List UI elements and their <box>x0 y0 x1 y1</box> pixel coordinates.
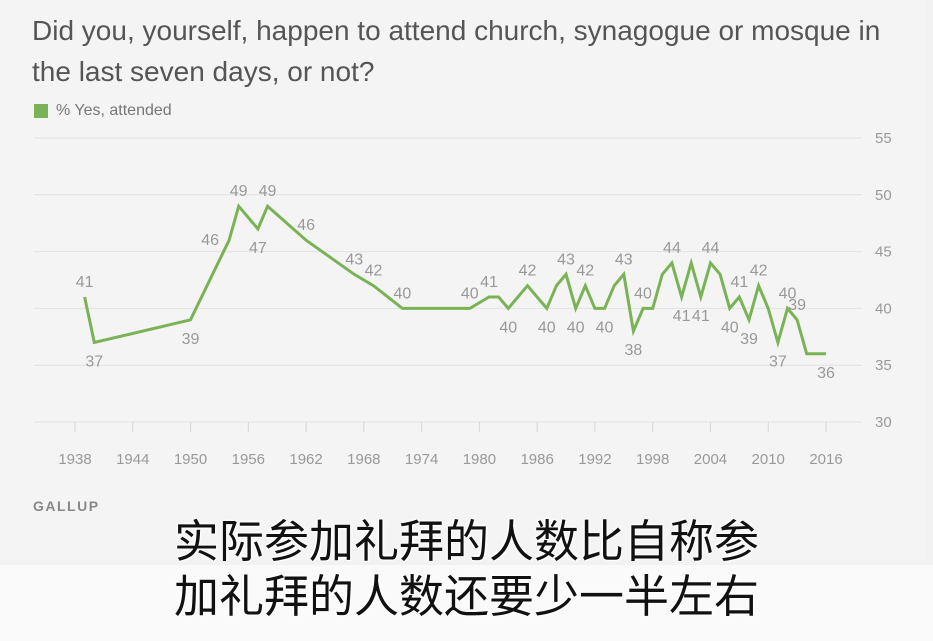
y-tick-label-55: 55 <box>875 130 892 147</box>
data-label-1989: 43 <box>557 251 575 268</box>
legend-label: % Yes, attended <box>56 102 172 119</box>
data-label-1991: 42 <box>576 263 594 280</box>
x-tick-label-1962: 1962 <box>289 451 322 468</box>
data-label-1997: 40 <box>634 285 652 302</box>
data-label-1979: 40 <box>461 285 479 302</box>
legend-swatch <box>34 104 48 118</box>
data-label-2013: 39 <box>788 297 806 314</box>
data-label-1940: 37 <box>85 353 103 370</box>
chart-title: Did you, yourself, happen to attend chur… <box>32 15 881 87</box>
x-tick-label-1974: 1974 <box>405 451 438 468</box>
y-tick-label-50: 50 <box>875 187 892 204</box>
x-tick-label-1986: 1986 <box>520 451 553 468</box>
data-label-1958: 49 <box>259 183 277 200</box>
x-tick-label-2016: 2016 <box>809 451 842 468</box>
data-label-1985: 42 <box>519 263 537 280</box>
data-label-2007: 41 <box>730 274 748 291</box>
attendance-line-chart: 30 35 40 45 50 55 1938 1944 1950 1956 1962 1968 1974… <box>34 130 892 468</box>
data-label-1983: 40 <box>499 319 517 336</box>
data-label-1996: 38 <box>625 342 643 359</box>
y-tick-label-40: 40 <box>875 300 892 317</box>
gallup-logo: GALLUP <box>33 498 100 514</box>
data-label-1962: 46 <box>297 217 315 234</box>
data-label-1995: 43 <box>615 251 633 268</box>
chart-legend: % Yes, attended <box>34 101 172 121</box>
data-label-2000: 44 <box>663 240 681 257</box>
data-label-1981: 41 <box>480 274 498 291</box>
series-line-attendance <box>83 203 826 356</box>
x-tick-label-2010: 2010 <box>752 451 785 468</box>
data-label-1954: 46 <box>201 232 219 249</box>
x-tick-label-1944: 1944 <box>116 451 149 468</box>
data-label-2001: 41 <box>673 308 691 325</box>
x-tick-label-1950: 1950 <box>174 451 207 468</box>
x-tick-label-1980: 1980 <box>463 451 496 468</box>
y-tick-label-35: 35 <box>875 357 892 374</box>
data-label-1957: 47 <box>249 240 267 257</box>
data-label-2009: 42 <box>750 263 768 280</box>
subtitle-band <box>0 565 933 641</box>
data-label-1969: 42 <box>365 263 383 280</box>
data-label-2011: 37 <box>769 353 787 370</box>
x-tick-label-1968: 1968 <box>347 451 380 468</box>
x-tick-label-2004: 2004 <box>694 451 727 468</box>
x-tick-label-1998: 1998 <box>636 451 669 468</box>
data-label-2012: 40 <box>779 285 797 302</box>
data-label-1967: 43 <box>345 251 363 268</box>
data-label-1990: 40 <box>567 319 585 336</box>
subtitle-line-1: 实际参加礼拜的人数比自称参 <box>173 515 759 568</box>
chart-card: Did you, yourself, happen to attend chur… <box>32 15 892 514</box>
data-label-2008: 39 <box>740 331 758 348</box>
y-tick-label-45: 45 <box>875 244 892 261</box>
data-label-1939: 41 <box>76 274 94 291</box>
data-label-1972: 40 <box>393 285 411 302</box>
y-tick-label-30: 30 <box>875 414 892 431</box>
data-label-1950: 39 <box>182 331 200 348</box>
data-label-2003: 41 <box>692 308 710 325</box>
data-label-1955: 49 <box>230 183 248 200</box>
x-tick-label-1992: 1992 <box>578 451 611 468</box>
subtitle-line-2: 加礼拜的人数还要少一半左右 <box>173 570 759 623</box>
x-tick-label-1938: 1938 <box>58 451 91 468</box>
data-label-2006: 40 <box>721 319 739 336</box>
data-label-2016: 36 <box>817 365 835 382</box>
data-label-1993: 40 <box>596 319 614 336</box>
x-tick-label-1956: 1956 <box>232 451 265 468</box>
data-label-2004: 44 <box>702 240 720 257</box>
data-label-1987: 40 <box>538 319 556 336</box>
